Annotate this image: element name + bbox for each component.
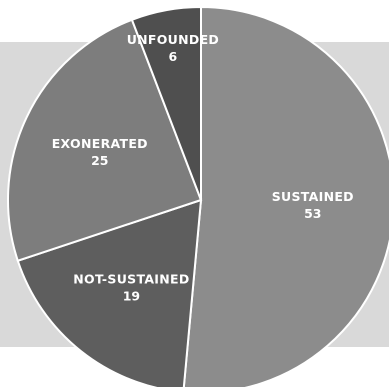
slice-exonerated [7, 18, 203, 263]
slice-label-not-sustained: NOT-SUSTAINED [73, 272, 189, 287]
slice-value-unfounded: 6 [169, 49, 178, 64]
slice-sustained [182, 5, 389, 387]
pie-labels: SUSTAINED 53 NOT-SUSTAINED 19 EXONERATED 25 UN… [52, 32, 354, 304]
slice-label-exonerated: EXONERATED [52, 136, 148, 151]
slice-value-sustained: 53 [304, 206, 321, 221]
slice-value-exonerated: 25 [91, 153, 108, 168]
slice-label-sustained: SUSTAINED [272, 189, 354, 204]
slice-unfounded [130, 5, 202, 201]
slice-label-unfounded: UNFOUNDED [127, 32, 219, 47]
slice-not-sustained [16, 198, 203, 387]
pie-slices [7, 5, 389, 387]
slice-value-not-sustained: 19 [123, 289, 140, 304]
